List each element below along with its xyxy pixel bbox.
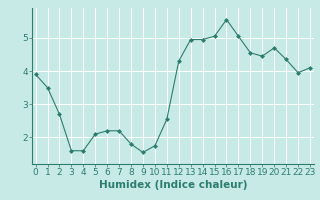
X-axis label: Humidex (Indice chaleur): Humidex (Indice chaleur) xyxy=(99,180,247,190)
